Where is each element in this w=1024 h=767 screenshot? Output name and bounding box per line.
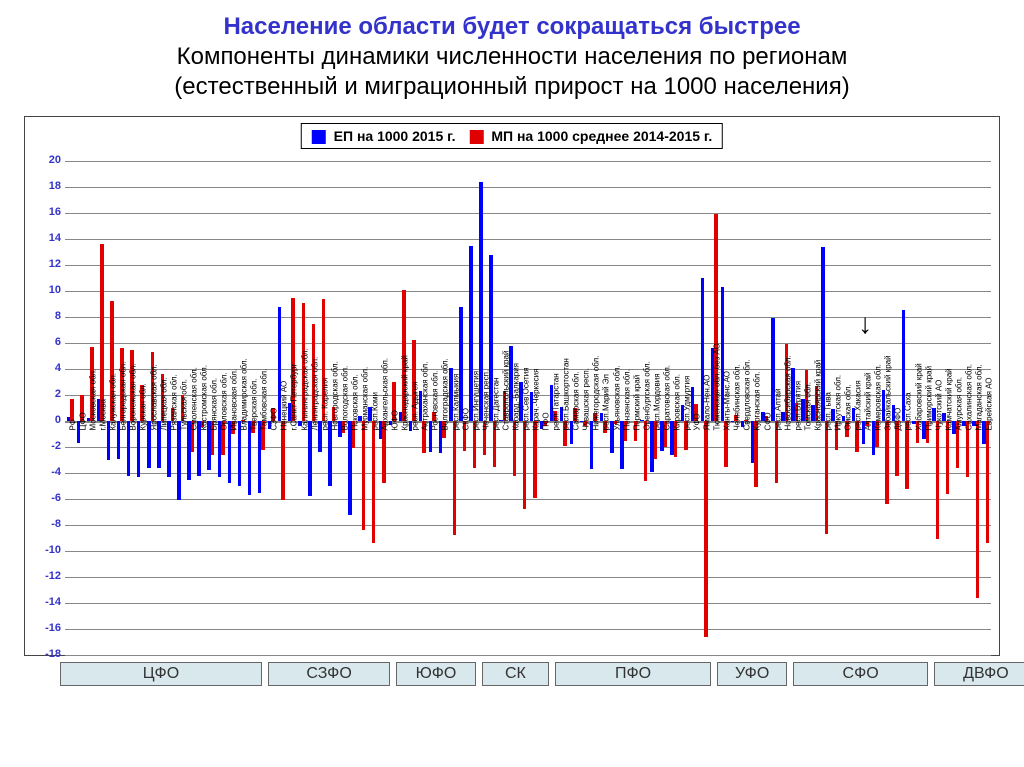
bar-mp [885,421,889,504]
xtick-label: Свердловская обл. [743,360,752,431]
xtick-label: Архангельская обл. [381,358,390,430]
bar-mp [754,421,758,487]
chart-title-sub1: Компоненты динамики численности населени… [24,42,1000,72]
bar-mp [936,421,940,539]
bar-ep [459,307,463,421]
ytick-label: 6 [55,336,61,348]
xtick-label: респ.Саха [904,392,913,430]
xtick-label: Пермский край [632,375,641,431]
bar-mp [100,244,104,421]
district-box: УФО [717,662,787,686]
legend-item-ep: ЕП на 1000 2015 г. [312,128,456,144]
legend-label-ep: ЕП на 1000 2015 г. [334,128,456,144]
xtick-label: респ.Башкортостан [562,358,571,430]
ytick-label: 18 [49,180,61,192]
ytick-label: -6 [51,492,61,504]
ytick-label: 12 [49,258,61,270]
ytick-label: 4 [55,362,61,374]
chart-frame: ЕП на 1000 2015 г. МП на 1000 среднее 20… [24,116,1000,656]
district-box: ЮФО [396,662,476,686]
bar-mp [986,421,990,543]
xtick-label: Краснодарский край [401,355,410,430]
ytick-label: 2 [55,388,61,400]
xtick-label: Курганская обл. [753,372,762,431]
bar-mp [533,421,537,498]
district-box: ПФО [555,662,711,686]
xtick-label: Владимирская обл. [240,358,249,430]
ytick-label: -4 [51,466,61,478]
ytick-label: 14 [49,232,61,244]
highlight-arrow: ↓ [858,308,872,340]
xtick-label: Иркутская обл. [833,375,842,431]
ytick-label: 16 [49,206,61,218]
xtick-label: Еврейская АО [984,377,993,430]
ytick-label: 10 [49,284,61,296]
xtick-label: респ.Дагестан [491,378,500,431]
bar-mp [946,421,950,494]
gridline [65,655,991,656]
bar-mp [905,421,909,489]
ytick-label: -10 [45,544,61,556]
xtick-label: Пензенская обл. [622,369,631,430]
bar-ep [177,421,181,500]
xtick-label: Кировская обл. [672,374,681,430]
chart-title-main: Население области будет сокращаться быст… [24,12,1000,42]
ytick-label: -14 [45,596,61,608]
plot-area: -18-16-14-12-10-8-6-4-202468101214161820… [65,161,991,655]
bar-mp [704,421,708,637]
xtick-label: респ.Татарстан [552,373,561,430]
xtick-label: Ленинградская обл. [310,357,319,431]
bar-mp [825,421,829,534]
bar-mp [976,421,980,598]
xtick-label: Чукотский АО [934,380,943,431]
bar-mp [372,421,376,543]
district-box: СФО [793,662,928,686]
bar-ep [328,421,332,486]
legend: ЕП на 1000 2015 г. МП на 1000 среднее 20… [301,123,723,149]
chart-title-sub2: (естественный и миграционный прирост на … [24,72,1000,102]
bar-mp [523,421,527,509]
district-box: СЗФО [268,662,390,686]
ytick-label: -16 [45,622,61,634]
bar-mp [362,421,366,530]
district-box: ДВФО [934,662,1024,686]
bar-mp [70,399,74,421]
district-row: ЦФОСЗФОЮФОСКПФОУФОСФОДВФО [24,662,1000,686]
xtick-label: Калининградская обл. [300,348,309,430]
legend-item-mp: МП на 1000 среднее 2014-2015 г. [469,128,712,144]
xtick-label: респ.Алтай [773,389,782,431]
bar-ep [308,421,312,496]
ytick-label: -8 [51,518,61,530]
bar-ep [238,421,242,486]
ytick-label: 20 [49,154,61,166]
legend-swatch-ep [312,130,326,144]
legend-label-mp: МП на 1000 среднее 2014-2015 г. [491,128,712,144]
ytick-label: -12 [45,570,61,582]
ytick-label: -2 [51,440,61,452]
ytick-label: 8 [55,310,61,322]
legend-swatch-mp [469,130,483,144]
district-box: СК [482,662,549,686]
xtick-label: Псковская обл. [350,374,359,430]
bar-mp [281,421,285,500]
ytick-label: -18 [45,648,61,660]
bar-mp [453,421,457,535]
ytick-label: 0 [55,414,61,426]
district-box: ЦФО [60,662,262,686]
xtick-label: ЦФО [79,412,88,430]
